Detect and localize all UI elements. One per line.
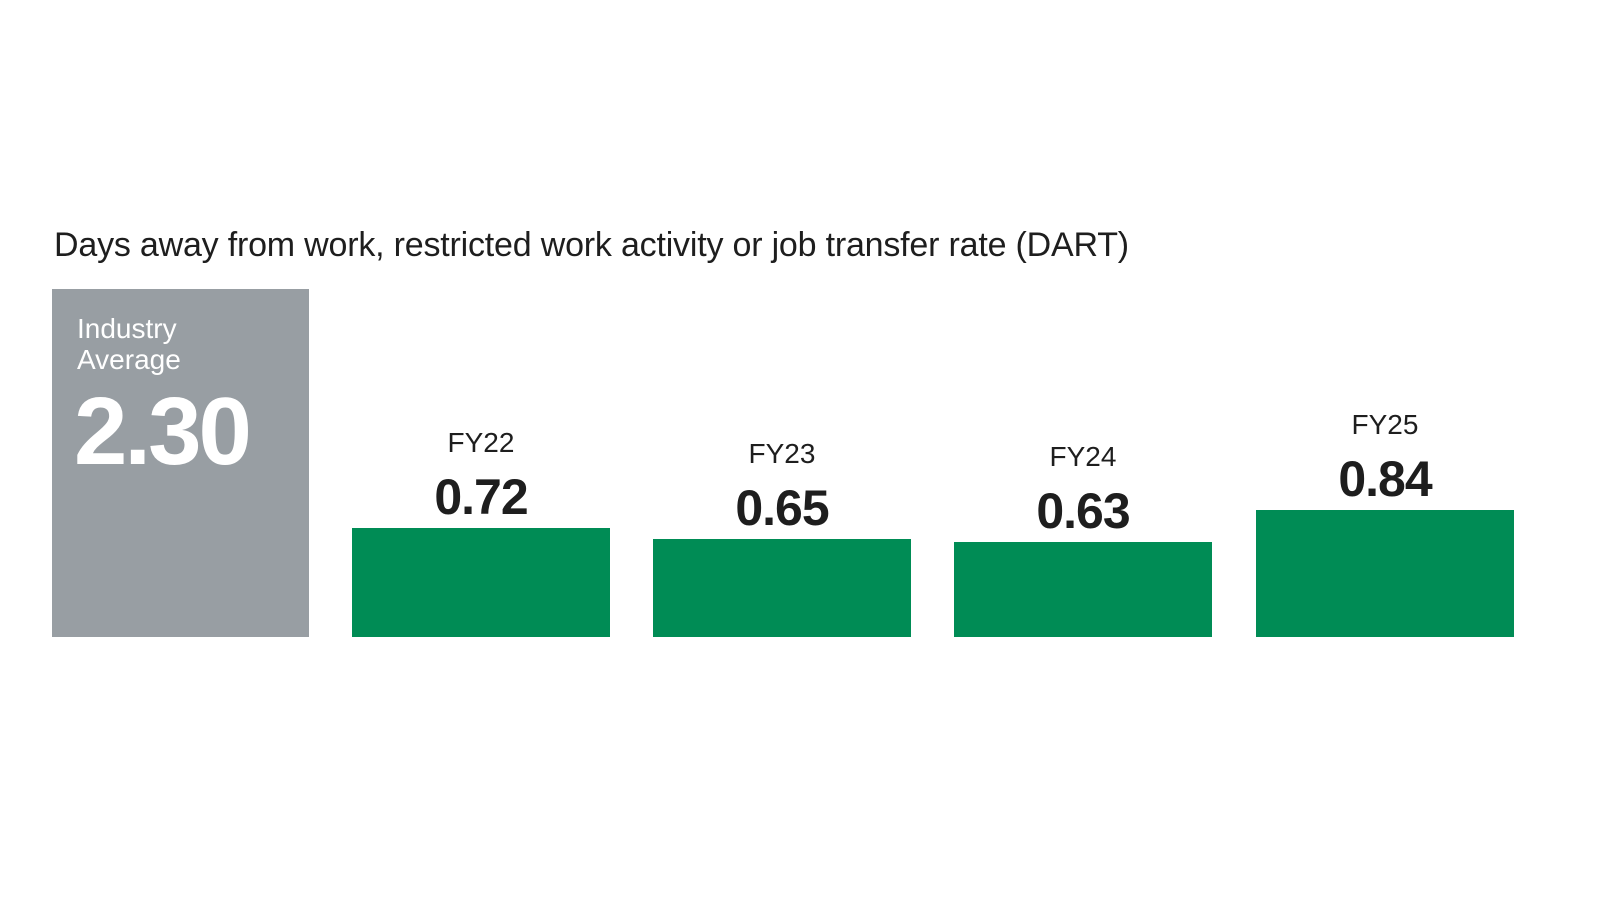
value-label: 0.63 [1036,482,1130,539]
bar-fy24 [954,541,1212,637]
bar-fy23 [653,538,911,637]
category-label: FY23 [748,437,816,469]
category-label: FY22 [447,427,515,459]
bar-fy25 [1256,510,1514,637]
chart-title: Days away from work, restricted work act… [54,226,1129,264]
value-label: 0.65 [735,479,829,536]
category-label: FY24 [1049,440,1117,472]
industry-average-box: Industry Average 2.30 [52,289,309,637]
category-label: FY25 [1351,409,1419,441]
value-label: 0.72 [434,469,528,526]
industry-average-value: 2.30 [74,378,252,485]
value-label: 0.84 [1338,451,1432,508]
industry-average-label: Industry Average [77,313,181,375]
bar-fy22 [352,528,610,637]
